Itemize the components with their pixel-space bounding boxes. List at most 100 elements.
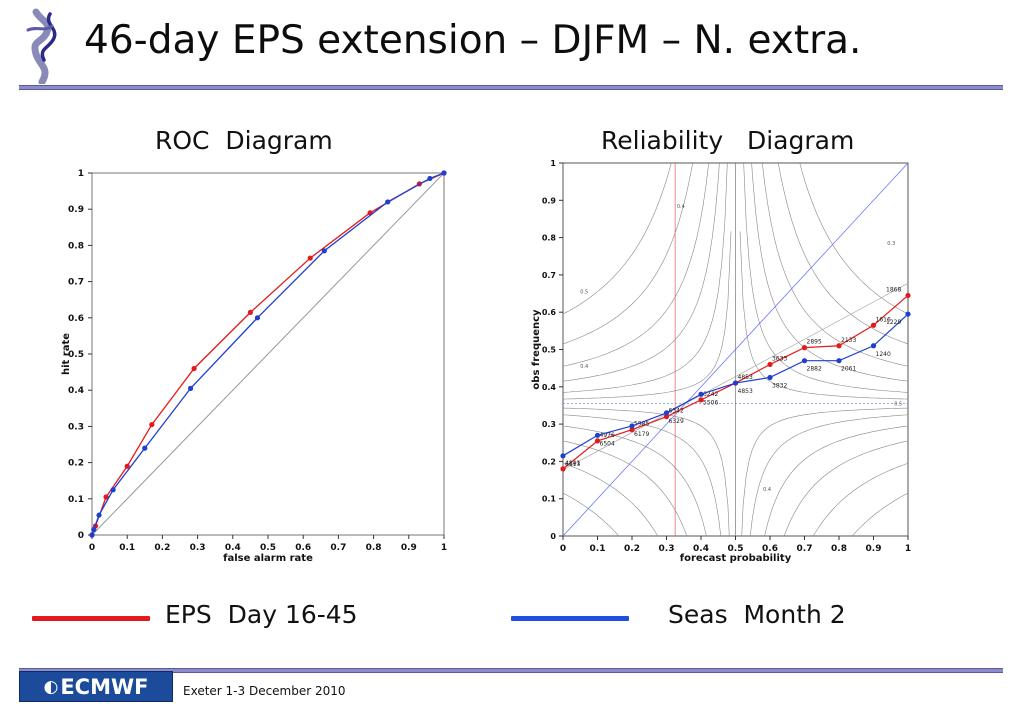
roc-point-0 [247, 309, 253, 315]
reliability-isoline [777, 163, 908, 345]
reliability-count-label: 2895 [807, 339, 822, 346]
roc-point-1 [91, 526, 97, 533]
reliability-count-label: 6504 [600, 440, 615, 447]
reliability-isoline [851, 492, 908, 536]
reliability-isoline [563, 163, 693, 345]
roc-point-0 [149, 421, 155, 428]
reliability-background-isolines [563, 163, 908, 536]
reliability-count-label: 1868 [886, 286, 901, 293]
roc-point-1 [142, 445, 148, 451]
reliability-point-0 [801, 345, 808, 351]
roc-x-tick-label: 0.2 [154, 543, 170, 553]
reliability-x-tick-label: 0.9 [866, 544, 882, 554]
reliability-y-tick-label: 0.1 [542, 495, 557, 504]
reliability-isoline [761, 163, 908, 367]
roc-chart: 0 0.1 0.2 0.3 0.4 0.5 0.6 0.7 0.8 0.9 1 0 0.1 0.2 0.3 0… [61, 169, 447, 564]
legend-line-seas [511, 616, 629, 621]
reliability-y-tick-label: 0.7 [542, 271, 556, 280]
roc-x-tick-label: 0.7 [330, 543, 346, 553]
reliability-isoline [563, 492, 620, 536]
reliability-isoline [563, 414, 722, 536]
reliability-point-1 [629, 423, 635, 429]
reliability-y-tick-label: 1 [550, 159, 556, 168]
page-title: 46-day EPS extension – DJFM – N. extra. [84, 18, 862, 63]
reliability-chart: 0.4 0.3 0.5 0.4 0.4 0.5 0 0.1 0.2 0.3 0.4 0.5 0.6 0.7… [531, 159, 911, 564]
ecmwf-logo: ◐ ECMWF [19, 671, 173, 702]
reliability-y-tick-label: 0.9 [542, 196, 557, 205]
roc-x-tick-label: 0.6 [295, 543, 311, 553]
reliability-y-tick-label: 0.4 [542, 383, 557, 392]
reliability-y-tick-label: 0.2 [542, 457, 556, 466]
reliability-isoline [563, 163, 710, 367]
roc-point-1 [110, 487, 116, 493]
reliability-count-label: 3633 [772, 355, 787, 362]
roc-point-1 [441, 170, 447, 176]
reliability-x-tick-label: 0.5 [728, 544, 744, 554]
reliability-x-tick-label: 0.2 [624, 544, 640, 554]
reliability-x-tick-label: 0.7 [797, 544, 813, 554]
reliability-point-0 [905, 292, 911, 299]
reliability-x-axis-label: forecast probability [680, 553, 792, 564]
roc-point-1 [427, 175, 433, 182]
reliability-x-tick-label: 0.4 [693, 544, 709, 554]
reliability-count-label: 4853 [738, 388, 753, 395]
roc-y-tick-label: 0.8 [68, 241, 84, 251]
reliability-contour-label: 0.4 [677, 204, 685, 210]
title-divider [19, 85, 1003, 90]
reliability-x-tick-label: 0 [560, 544, 566, 554]
reliability-count-label: 6342 [669, 408, 684, 415]
reliability-contour-label: 0.3 [887, 241, 895, 247]
roc-point-1 [321, 248, 327, 254]
reliability-point-1 [732, 380, 739, 386]
legend-label-seas: Seas Month 2 [668, 600, 846, 629]
reliability-point-1 [594, 432, 601, 438]
ecmwf-figure-logo-icon [26, 8, 57, 84]
reliability-isoline [741, 407, 908, 536]
roc-y-tick-label: 0.4 [68, 386, 84, 396]
roc-y-tick-label: 0.7 [68, 278, 84, 288]
reliability-isoline [783, 440, 908, 536]
reliability-count-label: 2882 [807, 366, 822, 373]
reliability-y-axis-label: obs frequency [531, 309, 542, 390]
roc-x-tick-label: 0.3 [190, 543, 206, 553]
reliability-contour-label: 0.4 [763, 487, 771, 493]
reliability-contour-label: 0.5 [580, 290, 588, 296]
reliability-count-label: 5506 [703, 399, 718, 406]
reliability-y-tick-label: 0.6 [542, 308, 557, 317]
reliability-isoline [563, 163, 728, 393]
reliability-point-0 [767, 361, 773, 368]
roc-chart-title: ROC Diagram [155, 126, 333, 155]
roc-y-axis-label: hit rate [61, 333, 72, 375]
reliability-chart-title: Reliability Diagram [601, 126, 855, 155]
reliability-isoline [563, 407, 730, 536]
reliability-count-label: 6179 [634, 431, 649, 438]
reliability-point-1 [698, 391, 704, 397]
roc-x-tick-label: 0 [89, 543, 95, 553]
reliability-point-0 [629, 427, 635, 433]
roc-y-tick-label: 0.6 [68, 314, 84, 324]
roc-y-tick-label: 1 [78, 169, 84, 179]
reliability-count-label: 2133 [841, 337, 856, 344]
roc-point-1 [187, 385, 194, 391]
roc-point-0 [191, 365, 197, 372]
reliability-point-1 [870, 343, 877, 349]
reliability-isoline [563, 440, 688, 536]
reliability-x-tick-label: 0.3 [659, 544, 675, 554]
reliability-point-1 [836, 358, 842, 364]
reliability-count-label: 2061 [841, 366, 856, 373]
reliability-count-label: 4841 [565, 460, 580, 467]
roc-no-skill-diagonal [91, 172, 445, 536]
reliability-isoline [739, 231, 908, 400]
ecmwf-logo-text: ECMWF [60, 674, 149, 699]
reliability-count-label: 1229 [886, 319, 901, 326]
reliability-point-0 [560, 466, 566, 472]
reliability-y-tick-label: 0.5 [542, 346, 557, 355]
reliability-contour-label: 0.5 [894, 401, 902, 407]
roc-x-tick-label: 0.1 [119, 543, 135, 553]
reliability-count-label: 1240 [876, 351, 891, 358]
reliability-isoline [799, 163, 908, 315]
reliability-x-tick-label: 0.1 [590, 544, 606, 554]
reliability-isoline [563, 163, 672, 315]
reliability-isoline [743, 163, 908, 393]
reliability-isoline [751, 163, 908, 382]
